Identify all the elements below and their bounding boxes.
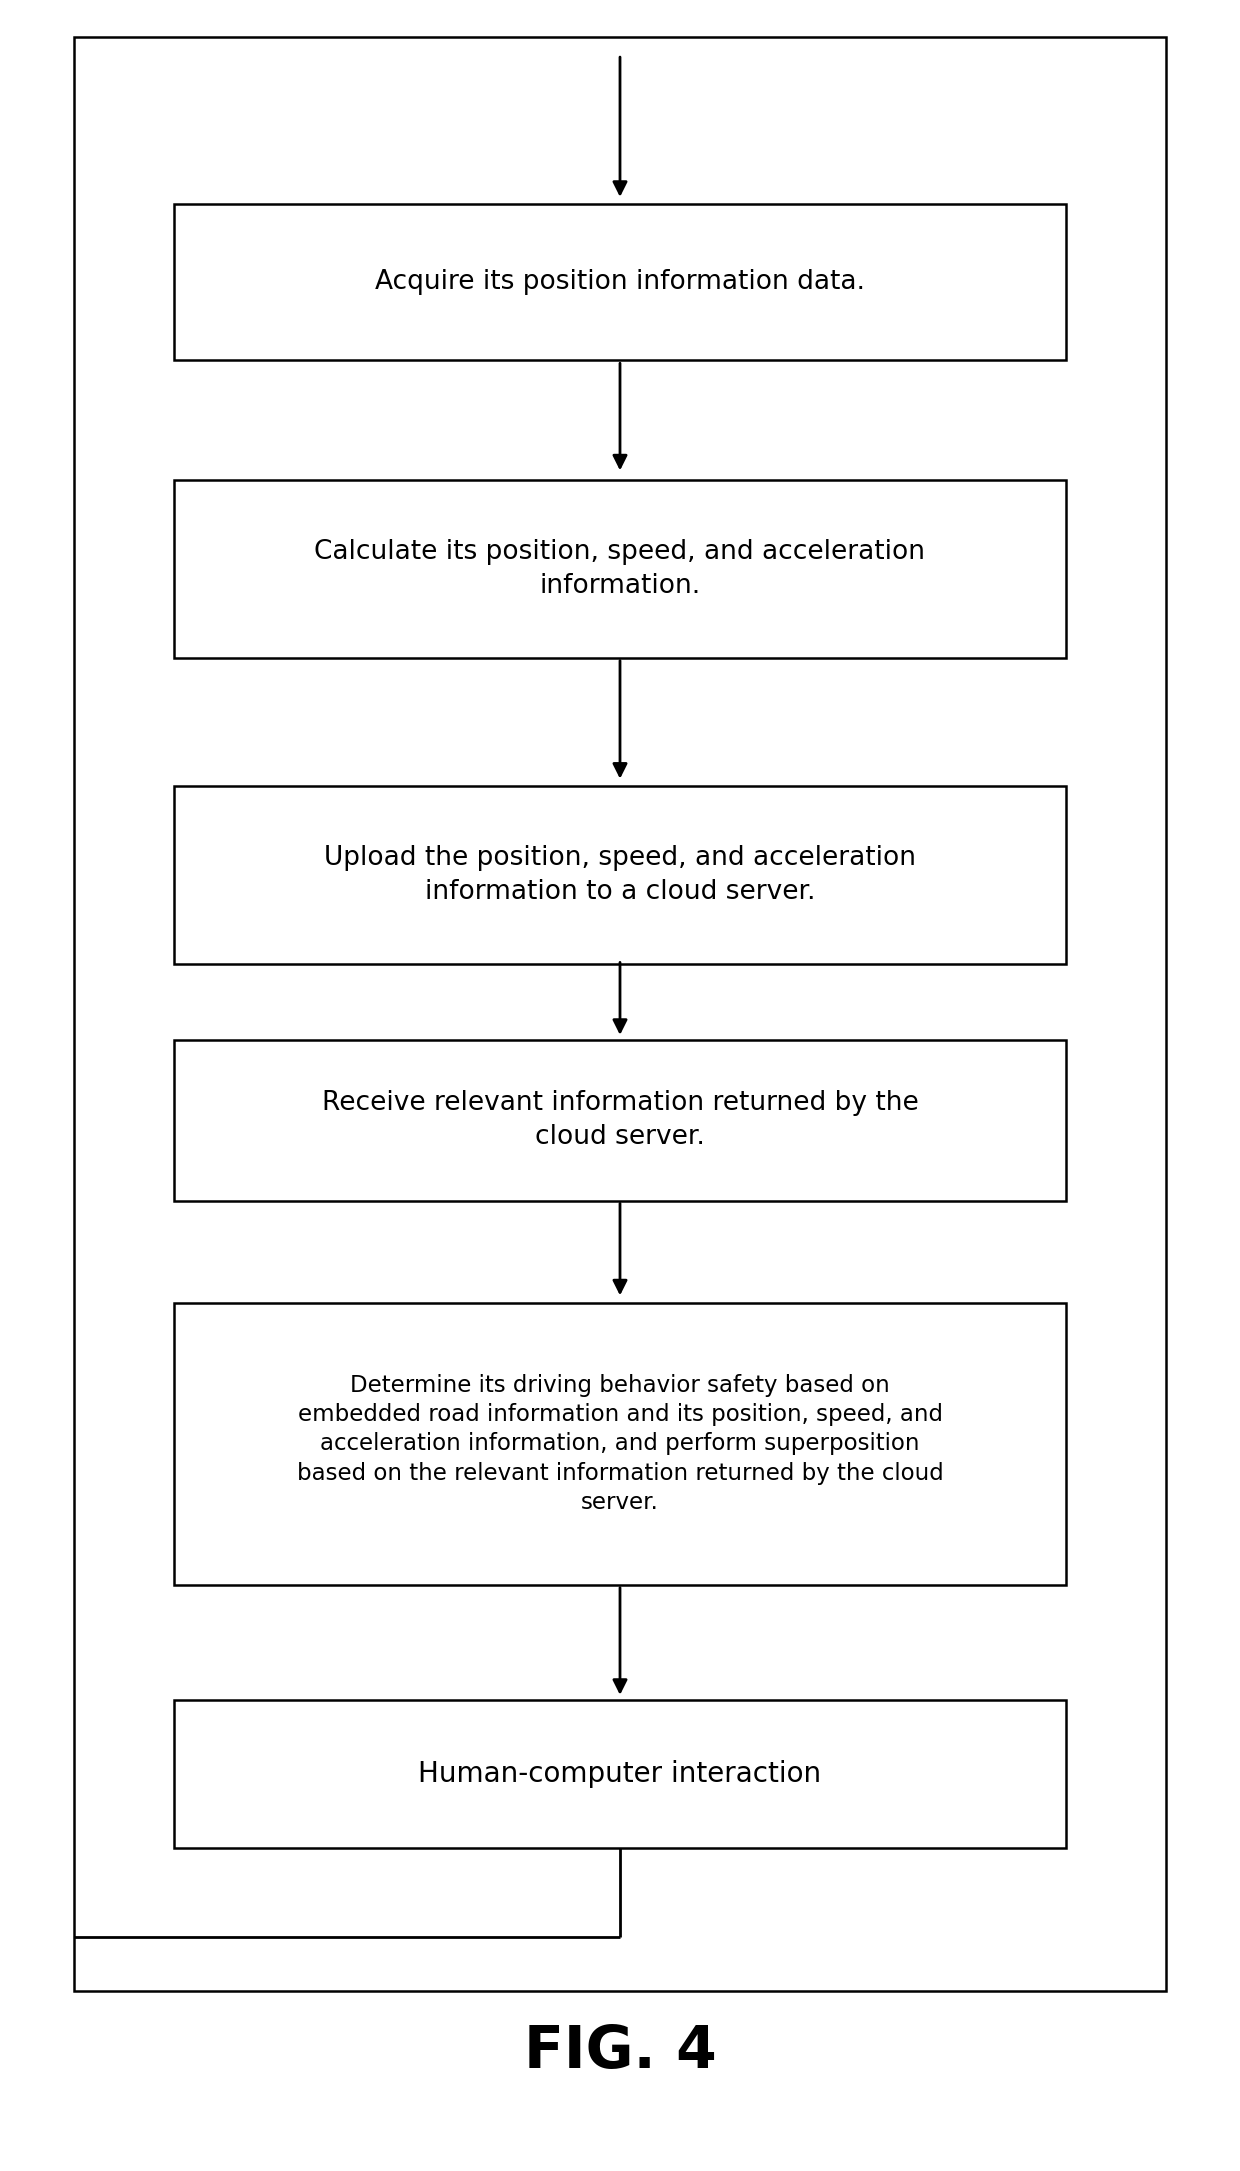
Bar — [174, 786, 1066, 964]
Bar — [174, 204, 1066, 360]
Bar — [174, 1303, 1066, 1585]
Bar — [174, 1040, 1066, 1201]
Bar — [74, 37, 1166, 1991]
Text: Determine its driving behavior safety based on
embedded road information and its: Determine its driving behavior safety ba… — [296, 1374, 944, 1513]
Text: Upload the position, speed, and acceleration
information to a cloud server.: Upload the position, speed, and accelera… — [324, 845, 916, 905]
Bar — [174, 480, 1066, 658]
Text: Human-computer interaction: Human-computer interaction — [418, 1761, 822, 1787]
Text: Receive relevant information returned by the
cloud server.: Receive relevant information returned by… — [321, 1090, 919, 1151]
Bar — [174, 1700, 1066, 1848]
Text: Acquire its position information data.: Acquire its position information data. — [374, 269, 866, 295]
Text: Calculate its position, speed, and acceleration
information.: Calculate its position, speed, and accel… — [315, 538, 925, 599]
Text: FIG. 4: FIG. 4 — [523, 2023, 717, 2080]
